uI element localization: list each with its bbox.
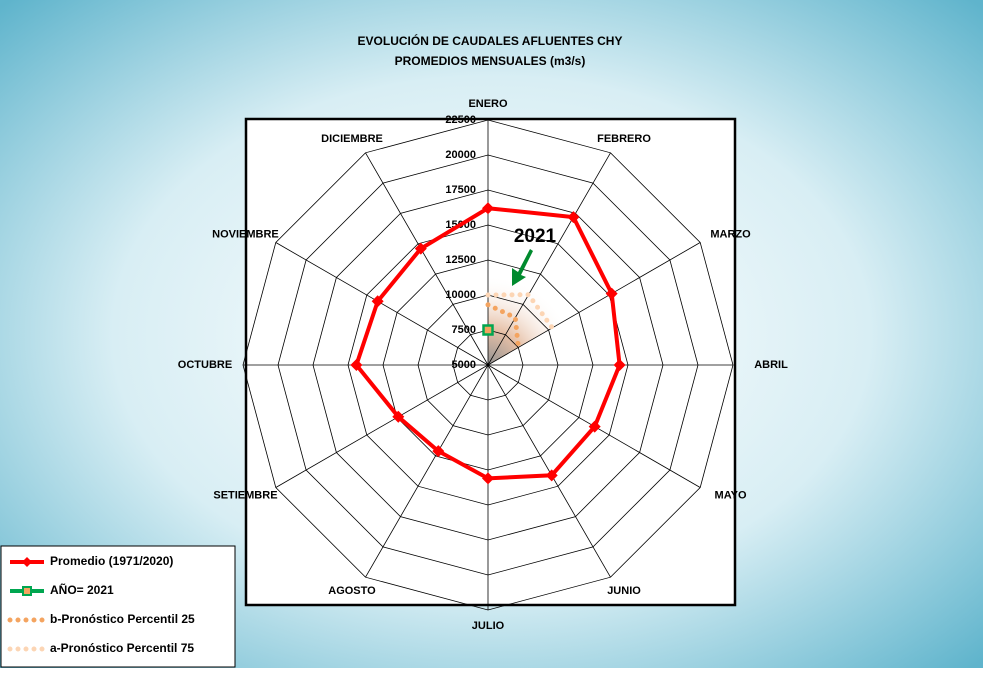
- category-label: MARZO: [710, 228, 751, 240]
- point: [605, 287, 618, 300]
- category-label: AGOSTO: [328, 585, 376, 597]
- spoke: [275, 242, 489, 366]
- shading: [488, 274, 566, 365]
- legend-marker: [22, 586, 32, 596]
- spoke: [487, 364, 611, 578]
- point: [545, 469, 558, 482]
- chart-subtitle: PROMEDIOS MENSUALES (m3/s): [395, 54, 586, 68]
- point: [482, 202, 494, 215]
- r-tick-label: 17500: [445, 184, 476, 196]
- point: [613, 359, 626, 371]
- category-label: MAYO: [715, 489, 747, 501]
- spoke: [365, 152, 489, 366]
- legend-label: Promedio (1971/2020): [50, 554, 173, 568]
- annotation-arrow: [512, 249, 533, 286]
- point: [414, 242, 427, 255]
- category-label: SETIEMBRE: [213, 489, 277, 501]
- point: [567, 211, 580, 224]
- legend-label: a-Pronóstico Percentil 75: [50, 641, 194, 655]
- category-label: OCTUBRE: [178, 359, 232, 371]
- spoke: [487, 242, 701, 366]
- legend-marker: [22, 557, 32, 567]
- point: [371, 295, 384, 308]
- r-tick-label: 22500: [445, 114, 476, 126]
- r-tick-label: 12500: [445, 254, 476, 266]
- r-tick-label: 20000: [445, 149, 476, 161]
- point: [482, 472, 494, 485]
- point: [392, 410, 405, 423]
- r-tick-label: 7500: [452, 324, 476, 336]
- spoke: [275, 364, 489, 488]
- point: [350, 359, 363, 371]
- point: [432, 445, 445, 458]
- point: [482, 324, 494, 336]
- category-label: ABRIL: [754, 359, 788, 371]
- legend: [0, 545, 236, 668]
- spoke: [365, 364, 489, 578]
- series-line: [485, 302, 521, 350]
- category-label: JUNIO: [607, 585, 641, 597]
- category-label: ENERO: [468, 98, 508, 110]
- legend-label: b-Pronóstico Percentil 25: [50, 612, 195, 626]
- category-label: DICIEMBRE: [321, 133, 383, 145]
- legend-label: AÑO= 2021: [50, 582, 114, 597]
- category-label: NOVIEMBRE: [212, 228, 279, 240]
- annotation: 2021: [514, 226, 557, 247]
- chart-title: EVOLUCIÓN DE CAUDALES AFLUENTES CHY: [358, 33, 623, 48]
- category-label: FEBRERO: [597, 133, 651, 145]
- category-label: JULIO: [472, 620, 505, 632]
- r-tick-label: 10000: [445, 289, 476, 301]
- point: [588, 420, 601, 433]
- spoke: [487, 152, 611, 366]
